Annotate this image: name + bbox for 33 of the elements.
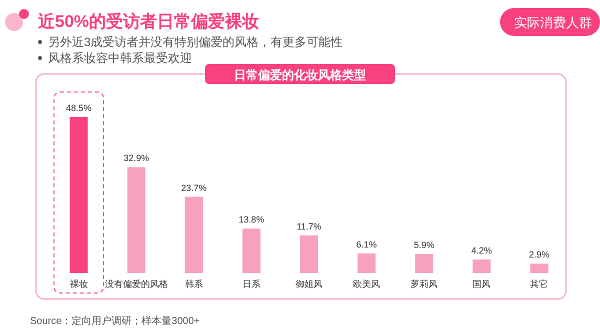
- text: 实际消费人群: [514, 15, 592, 30]
- bar: [300, 235, 318, 273]
- x-tick-label: 萝莉风: [410, 279, 438, 289]
- data-label: 48.5%: [66, 103, 92, 113]
- data-label: 23.7%: [181, 182, 207, 193]
- x-tick-label: 韩系: [184, 279, 203, 289]
- bar: [70, 117, 88, 273]
- text: 另外近3成受访者并没有特别偏爱的风格，有更多可能性: [48, 35, 343, 49]
- bar: [184, 196, 203, 273]
- chart-title: 近50%的受访者日常偏爱裸妆: [37, 12, 260, 31]
- text: 风格系妆容中韩系最受欢迎: [48, 51, 192, 65]
- data-label: 4.2%: [471, 245, 492, 256]
- source-note: Source：定向用户调研；样本量3000+: [30, 315, 200, 327]
- x-tick-label: 日系: [242, 279, 260, 289]
- data-label: 2.9%: [528, 250, 550, 260]
- data-label: 13.8%: [238, 214, 264, 225]
- chart-subtitle: 日常偏爱的化妆风格类型: [234, 68, 366, 82]
- data-label: 11.7%: [296, 221, 322, 232]
- data-label: 5.9%: [414, 240, 434, 250]
- bar: [415, 254, 434, 273]
- x-tick-label: 国风: [472, 279, 491, 289]
- bar: [127, 167, 146, 273]
- x-tick-label: 裸妆: [70, 279, 88, 289]
- data-label: 32.9%: [124, 153, 150, 164]
- x-tick-label: 其它: [530, 279, 548, 289]
- x-tick-label: 御姐风: [296, 279, 322, 289]
- bar: [242, 228, 260, 273]
- bar: [530, 264, 548, 273]
- bar: [358, 253, 376, 273]
- x-tick-label: 欧美风: [353, 279, 380, 289]
- bar: [472, 259, 491, 273]
- x-tick-label: 没有偏爱的风格: [104, 279, 168, 289]
- data-label: 6.1%: [356, 239, 377, 250]
